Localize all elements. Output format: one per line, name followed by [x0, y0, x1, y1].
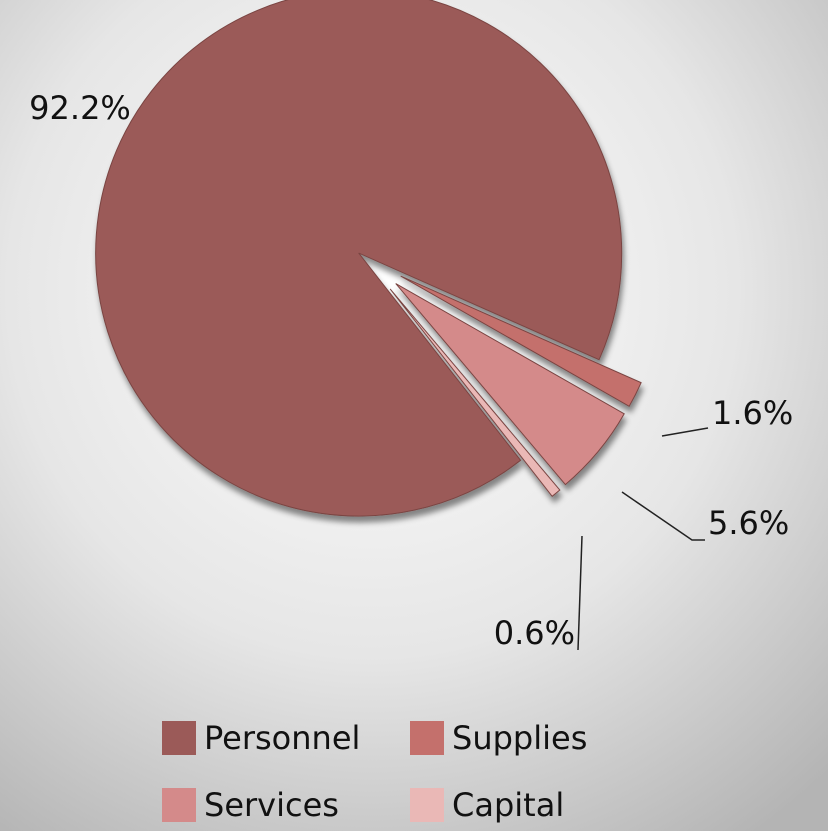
- legend-swatch: [162, 721, 196, 755]
- data-label: 0.6%: [494, 614, 575, 652]
- leader-line: [577, 535, 583, 651]
- data-label: 92.2%: [29, 89, 131, 127]
- data-label: 1.6%: [712, 394, 793, 432]
- pie-slice: [400, 275, 642, 407]
- leader-line: [661, 427, 709, 437]
- legend-label: Services: [204, 786, 339, 824]
- legend-label: Capital: [452, 786, 564, 824]
- pie-slice: [95, 0, 623, 517]
- data-label: 5.6%: [708, 504, 789, 542]
- legend-swatch: [410, 788, 444, 822]
- legend-swatch: [162, 788, 196, 822]
- leader-line: [621, 491, 705, 541]
- pie-slice: [389, 288, 561, 497]
- legend-label: Personnel: [204, 719, 360, 757]
- pie-slice: [395, 283, 625, 486]
- pie: [95, 0, 642, 517]
- legend-label: Supplies: [452, 719, 587, 757]
- legend-swatch: [410, 721, 444, 755]
